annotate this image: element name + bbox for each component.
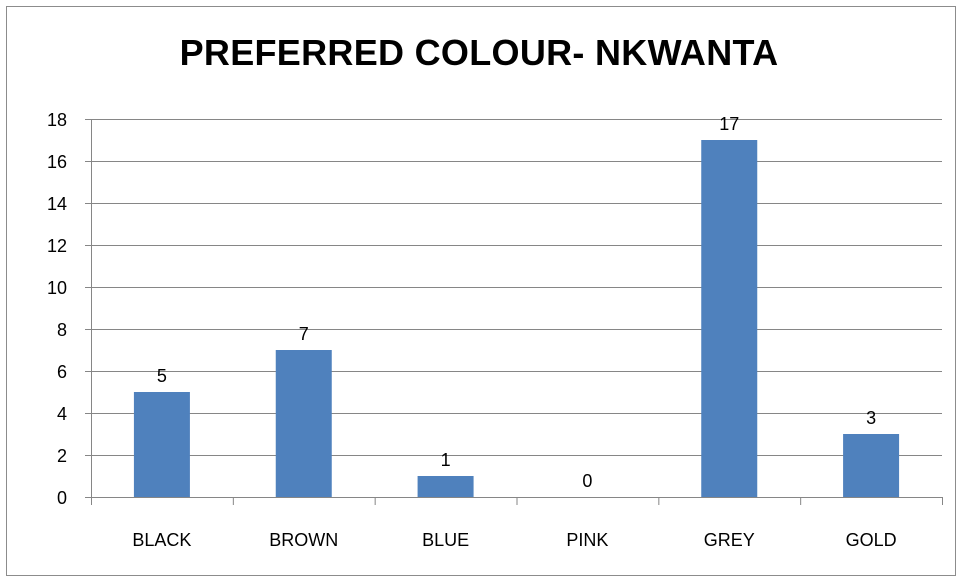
y-tick-label: 18 <box>47 110 67 130</box>
x-tick-label-blue: BLUE <box>422 530 469 550</box>
x-tick-label-pink: PINK <box>566 530 608 550</box>
gridlines <box>91 119 942 456</box>
x-tick-label-brown: BROWN <box>269 530 338 550</box>
data-label-brown: 7 <box>299 324 309 344</box>
data-label-gold: 3 <box>866 408 876 428</box>
y-tick-label: 8 <box>57 320 67 340</box>
y-tick-label: 10 <box>47 278 67 298</box>
bar-brown <box>275 350 332 497</box>
y-tick-label: 16 <box>47 152 67 172</box>
y-tick-label: 6 <box>57 362 67 382</box>
data-label-grey: 17 <box>719 114 739 134</box>
y-tick-label: 2 <box>57 446 67 466</box>
bar-black <box>133 392 190 497</box>
labels: 0 2 4 6 8 10 12 14 16 18 5 BLACK 7 BROWN 1 BLUE 0 PINK 17 G… <box>47 110 897 550</box>
bar-grey <box>701 140 758 497</box>
bars <box>133 140 900 497</box>
x-tick-label-gold: GOLD <box>846 530 897 550</box>
bar-gold <box>843 434 900 497</box>
x-tick-label-grey: GREY <box>704 530 755 550</box>
y-tick-label: 12 <box>47 236 67 256</box>
data-label-black: 5 <box>157 366 167 386</box>
x-tick-label-black: BLACK <box>132 530 191 550</box>
y-tick-label: 4 <box>57 404 67 424</box>
axes <box>85 119 943 505</box>
data-label-blue: 1 <box>441 450 451 470</box>
chart-title: PREFERRED COLOUR- NKWANTA <box>179 32 779 73</box>
y-tick-label: 14 <box>47 194 67 214</box>
y-tick-label: 0 <box>57 488 67 508</box>
bar-blue <box>417 476 474 497</box>
data-label-pink: 0 <box>582 471 592 491</box>
